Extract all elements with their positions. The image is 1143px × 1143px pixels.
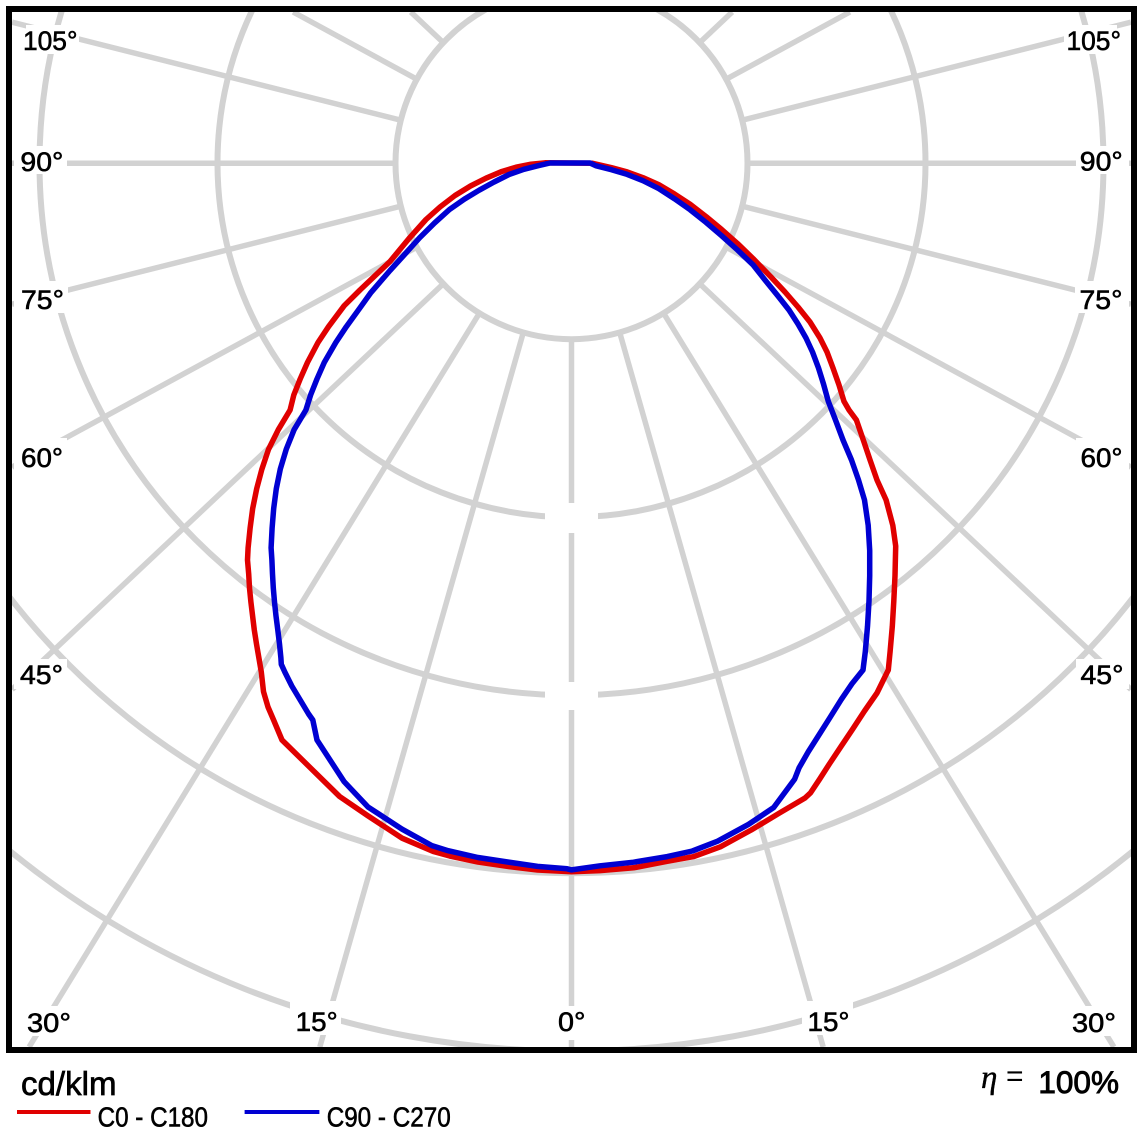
svg-text:η: η [981, 1060, 997, 1096]
svg-text:60°: 60° [1081, 443, 1123, 473]
svg-text:45°: 45° [1081, 660, 1124, 690]
svg-text:0°: 0° [558, 1007, 586, 1037]
svg-text:90°: 90° [20, 147, 63, 177]
svg-text:30°: 30° [27, 1008, 71, 1038]
svg-text:100%: 100% [1038, 1064, 1119, 1100]
svg-text:75°: 75° [21, 285, 64, 315]
svg-text:105°: 105° [1067, 26, 1122, 56]
svg-text:15°: 15° [296, 1007, 338, 1037]
svg-text:90°: 90° [1080, 147, 1123, 177]
svg-text:C0 - C180: C0 - C180 [98, 1102, 208, 1133]
svg-text:cd/klm: cd/klm [21, 1065, 117, 1102]
svg-text:60°: 60° [21, 443, 63, 473]
svg-text:105°: 105° [23, 26, 78, 56]
svg-text:C90 - C270: C90 - C270 [327, 1102, 451, 1133]
svg-text:45°: 45° [20, 660, 63, 690]
svg-text:=: = [1006, 1060, 1024, 1093]
svg-text:30°: 30° [1072, 1008, 1116, 1038]
svg-text:15°: 15° [808, 1007, 850, 1037]
svg-text:75°: 75° [1080, 285, 1123, 315]
